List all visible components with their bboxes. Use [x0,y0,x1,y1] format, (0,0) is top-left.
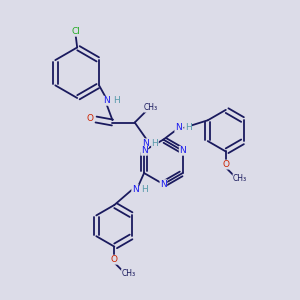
Text: N: N [160,180,167,189]
Text: O: O [86,113,93,122]
Text: N: N [142,139,148,148]
Text: H: H [113,96,120,105]
Text: N: N [103,96,110,105]
Text: H: H [185,123,191,132]
Text: N: N [179,146,186,155]
Text: N: N [132,185,139,194]
Text: O: O [222,160,229,169]
Text: Cl: Cl [71,27,80,36]
Text: H: H [141,185,147,194]
Text: CH₃: CH₃ [122,269,136,278]
Text: N: N [175,123,181,132]
Text: O: O [111,255,118,264]
Text: CH₃: CH₃ [233,174,247,183]
Text: CH₃: CH₃ [144,103,158,112]
Text: H: H [152,139,158,148]
Text: N: N [141,146,147,155]
